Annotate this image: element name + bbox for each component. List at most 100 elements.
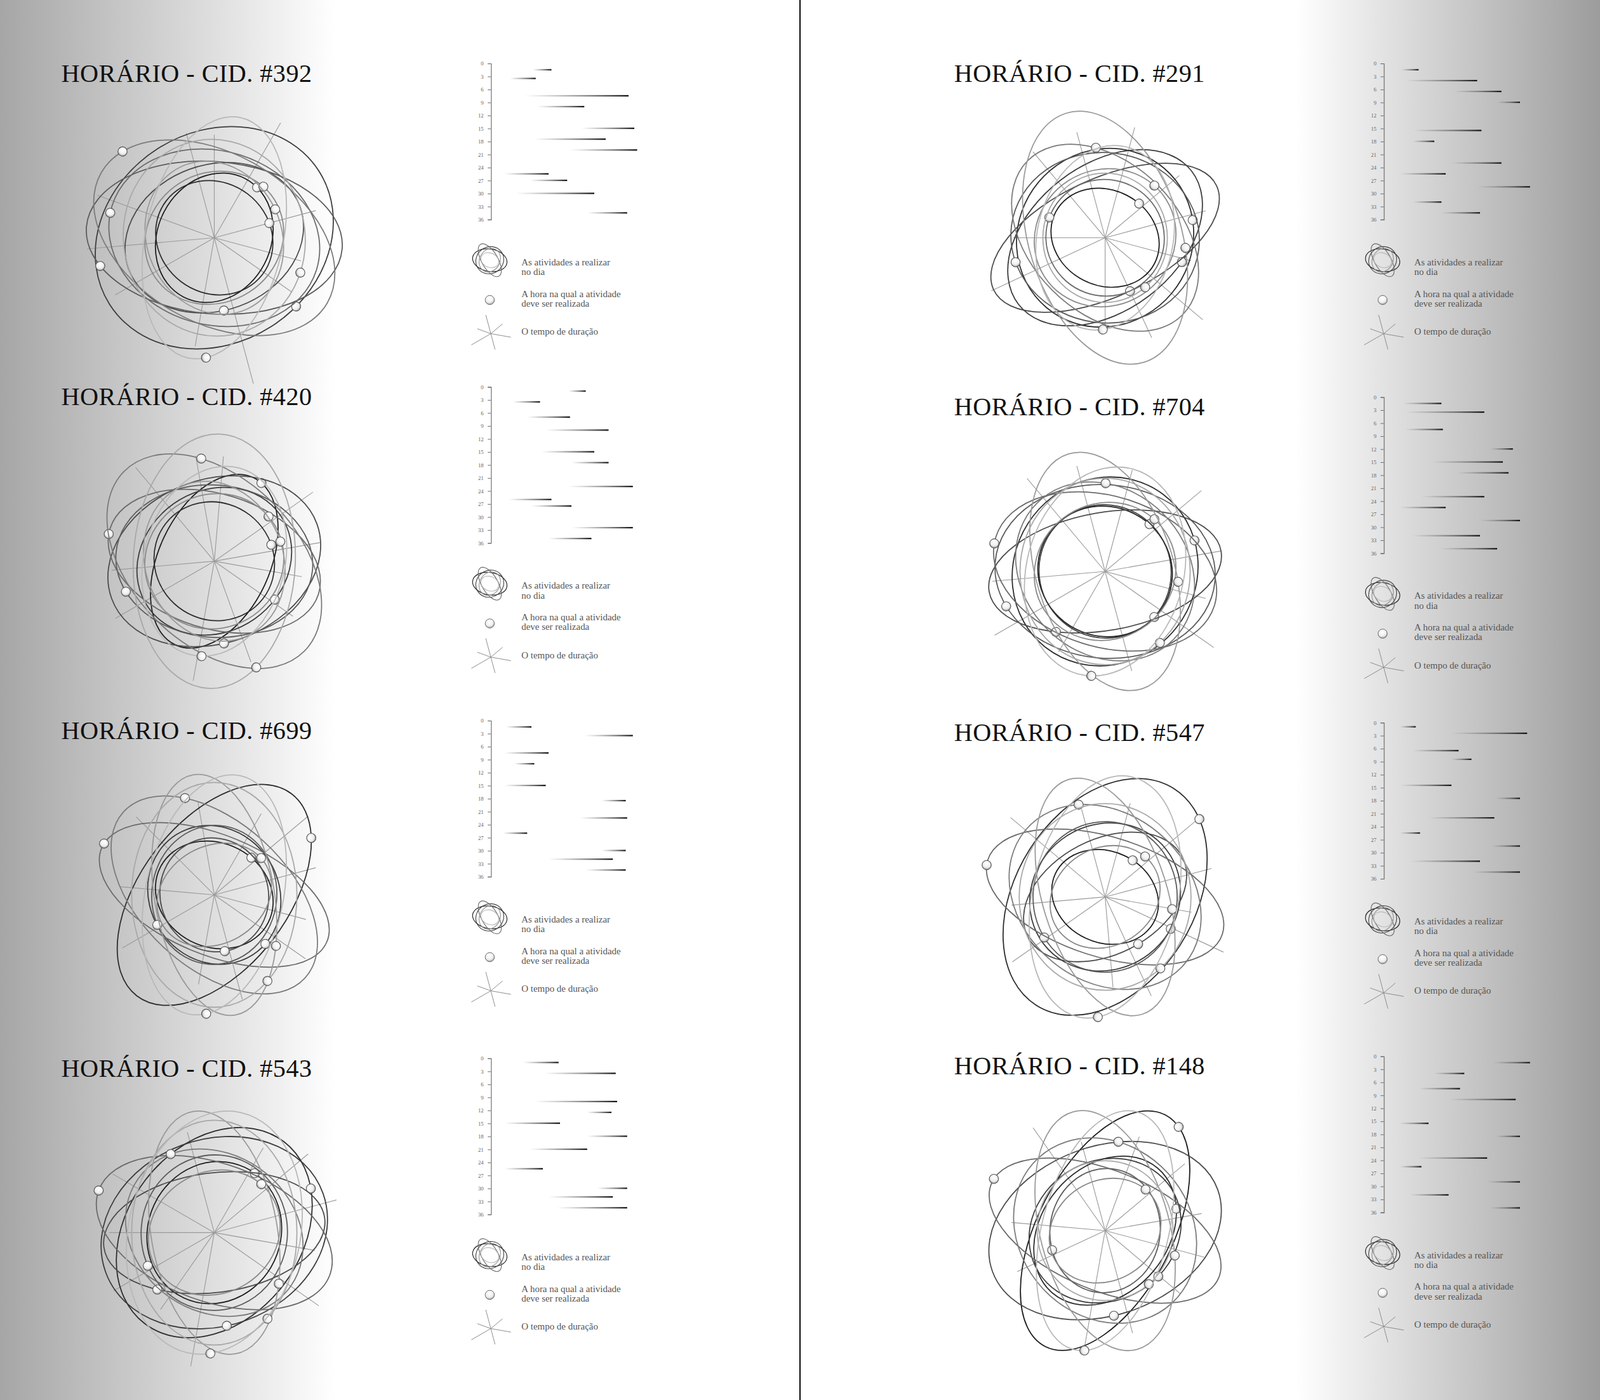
tick-label: 36 xyxy=(478,1211,484,1218)
legend-ray xyxy=(1383,1326,1404,1331)
legend-orbit xyxy=(470,1241,509,1270)
legend-icon-orbits xyxy=(470,240,510,280)
legend-ray xyxy=(1370,987,1384,994)
legend-label: A hora na qual a atividadedeve ser reali… xyxy=(521,612,621,632)
legend-orbit xyxy=(474,901,505,933)
tick-label: 18 xyxy=(478,138,484,145)
tick: 27 xyxy=(478,1172,491,1180)
activity-bar xyxy=(524,95,629,97)
tick-mark xyxy=(1380,826,1384,828)
activity-bar xyxy=(1412,749,1459,752)
legend-ray xyxy=(490,1328,496,1345)
tick-label: 3 xyxy=(480,73,484,80)
hour-dot xyxy=(988,537,1000,550)
activity-bar xyxy=(1412,201,1442,203)
activity-orbit xyxy=(133,764,294,1026)
activity-bar xyxy=(1400,1165,1422,1167)
tick-label: 15 xyxy=(478,125,484,133)
tick: 30 xyxy=(1370,1183,1384,1190)
tick-mark xyxy=(1380,866,1384,867)
orbit xyxy=(960,740,1249,1054)
tick-label: 9 xyxy=(480,756,484,764)
tick-mark xyxy=(487,386,491,388)
legend-icon-rays xyxy=(471,1309,511,1345)
activity-orbit xyxy=(73,1105,355,1360)
activity-bar xyxy=(504,752,549,754)
legend-ray xyxy=(477,1323,491,1329)
tick: 27 xyxy=(1370,836,1384,844)
orbit-diagram xyxy=(968,90,1244,386)
tick-label: 3 xyxy=(1373,406,1378,414)
activity-orbit xyxy=(1007,761,1204,1034)
panel: HORÁRIO - CID. #291036912151821242730333… xyxy=(954,59,1531,386)
activity-bar xyxy=(587,212,628,214)
duration-ray xyxy=(1104,237,1106,331)
tick: 30 xyxy=(1370,190,1384,197)
legend-ray xyxy=(1383,333,1404,338)
tick-mark xyxy=(487,89,491,91)
tick-mark xyxy=(487,1110,491,1112)
activity-orbit xyxy=(132,156,296,319)
orbit xyxy=(1029,1156,1183,1305)
tick-mark xyxy=(1380,1147,1384,1148)
tick-mark xyxy=(1380,748,1384,750)
hour-dot xyxy=(262,216,276,230)
tick: 21 xyxy=(478,808,491,816)
tick-label: 21 xyxy=(478,151,484,159)
activity-orbit xyxy=(127,430,301,693)
background-left xyxy=(0,0,800,1400)
duration-ray xyxy=(1105,571,1133,672)
tick: 12 xyxy=(1370,112,1384,119)
hour-dot xyxy=(1193,812,1206,826)
tick-mark xyxy=(1380,474,1384,476)
activity-orbit xyxy=(120,467,309,654)
legend-icon-rays xyxy=(1364,314,1404,350)
hour-dot xyxy=(262,1314,272,1324)
hour-dot xyxy=(218,637,231,650)
activity-bar xyxy=(502,832,527,834)
orbit xyxy=(993,90,1219,386)
duration-ray xyxy=(195,455,214,562)
tick-label: 12 xyxy=(478,112,484,119)
tick: 3 xyxy=(1373,73,1385,80)
legend-orbit xyxy=(473,563,507,604)
activity-orbit xyxy=(969,803,1240,992)
activity-bar xyxy=(1431,461,1504,463)
hour-dot xyxy=(1085,670,1098,682)
activity-bar xyxy=(1454,90,1502,93)
orbit xyxy=(120,102,309,374)
duration-ray xyxy=(1058,571,1105,653)
orbit xyxy=(968,132,1244,348)
page: HORÁRIO - CID. #392036912151821242730333… xyxy=(0,0,1600,1400)
tick-label: 24 xyxy=(1370,1157,1377,1164)
tick: 0 xyxy=(1373,394,1385,401)
hour-dot xyxy=(196,650,208,663)
hour-dot xyxy=(205,1347,216,1359)
duration-ray xyxy=(214,456,224,562)
orbit xyxy=(103,1093,325,1373)
tick: 36 xyxy=(478,873,491,880)
tick-mark xyxy=(487,1084,491,1086)
orbit xyxy=(81,121,343,353)
activity-orbit xyxy=(972,766,1239,1028)
legend-ray xyxy=(1383,333,1388,350)
tick-mark xyxy=(487,772,491,774)
activity-orbit xyxy=(92,1114,336,1351)
bars xyxy=(502,726,634,872)
activity-orbit xyxy=(987,475,1223,668)
y-axis: 0369121518212427303336 xyxy=(1370,1053,1385,1216)
hour-dot xyxy=(120,586,131,597)
legend-ray xyxy=(490,657,496,674)
legend: As atividades a realizarno diaA hora na … xyxy=(470,240,621,350)
bars xyxy=(1400,402,1520,550)
hour-dot xyxy=(1139,1183,1152,1197)
legend-orbit xyxy=(1366,573,1399,614)
activity-bar xyxy=(568,390,587,392)
tick-mark xyxy=(487,530,491,531)
activity-orbit xyxy=(960,740,1249,1054)
duration-ray xyxy=(992,571,1106,582)
orbit xyxy=(1030,823,1182,969)
hour-dot xyxy=(1107,1309,1120,1322)
activity-orbit xyxy=(1033,169,1177,306)
divider xyxy=(799,0,801,1400)
